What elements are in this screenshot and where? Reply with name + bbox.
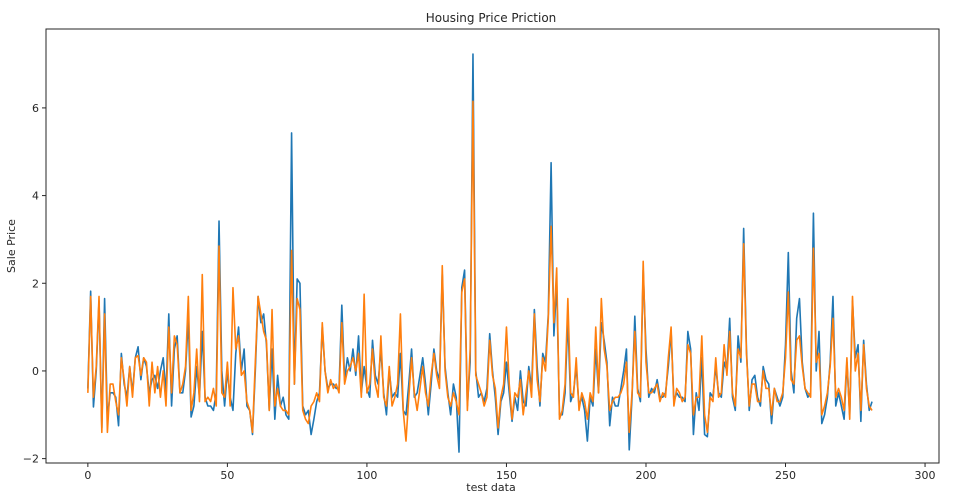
y-axis-label: Sale Price: [5, 219, 18, 273]
x-tick-label: 150: [496, 469, 517, 482]
series-group: [87, 53, 873, 453]
y-tick-label: 4: [32, 190, 39, 203]
y-tick-label: −2: [23, 453, 39, 466]
x-tick-label: 50: [220, 469, 234, 482]
y-tick-label: 6: [32, 102, 39, 115]
x-axis: 0 50 100 150 200 250 300: [84, 463, 936, 482]
x-tick-label: 200: [635, 469, 656, 482]
y-tick-label: 0: [32, 365, 39, 378]
series-line-2: [87, 100, 873, 442]
x-axis-label: test data: [466, 481, 515, 494]
x-tick-label: 250: [775, 469, 796, 482]
chart-title: Housing Price Priction: [426, 11, 557, 25]
x-tick-label: 0: [84, 469, 91, 482]
x-tick-label: 100: [356, 469, 377, 482]
y-tick-label: 2: [32, 277, 39, 290]
y-axis: −2 0 2 4 6: [23, 102, 46, 466]
plot-area: [45, 28, 940, 464]
x-tick-label: 300: [915, 469, 936, 482]
